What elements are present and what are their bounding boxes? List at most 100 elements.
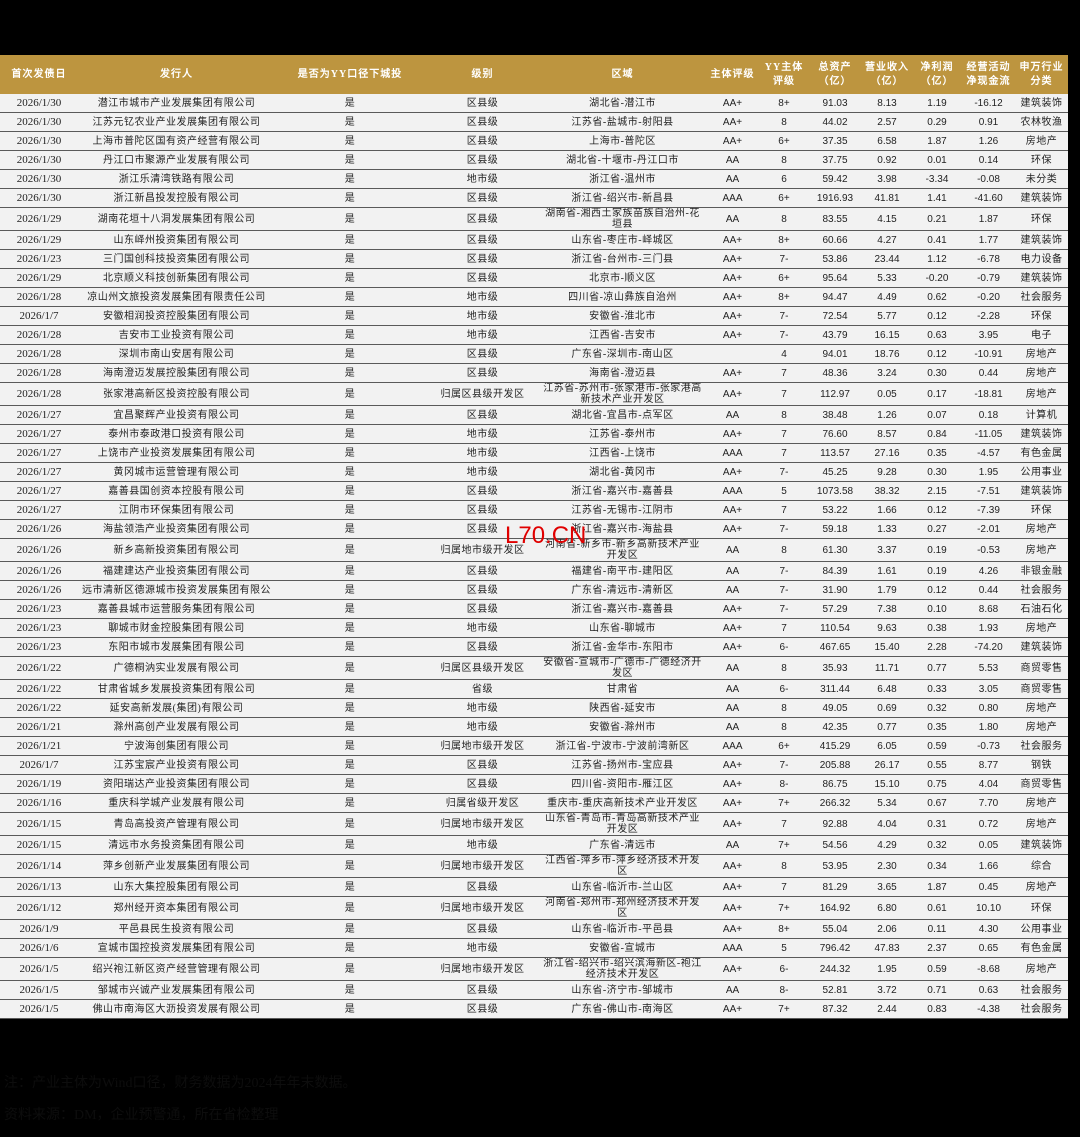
cell-net-profit: 0.35 <box>912 717 962 737</box>
cell-is-yy-chengtou: 是 <box>275 999 425 1019</box>
cell-revenue: 9.63 <box>862 618 912 638</box>
cell-is-yy-chengtou: 是 <box>275 169 425 189</box>
cell-operating-cash-flow: 0.65 <box>962 938 1015 958</box>
cell-issuer: 北京顺义科技创新集团有限公司 <box>78 268 275 288</box>
cell-yy-rating: 8 <box>760 150 808 170</box>
cell-first-issue-date: 2026/1/29 <box>0 230 78 250</box>
cell-first-issue-date: 2026/1/15 <box>0 812 78 836</box>
cell-is-yy-chengtou: 是 <box>275 896 425 920</box>
cell-revenue: 2.57 <box>862 112 912 132</box>
column-header-net-profit: 净利润（亿） <box>912 55 962 94</box>
cell-sw-industry: 建筑装饰 <box>1015 268 1068 288</box>
cell-yy-rating: 7+ <box>760 793 808 813</box>
cell-level: 归属地市级开发区 <box>425 736 540 756</box>
cell-yy-rating: 6+ <box>760 736 808 756</box>
cell-sw-industry: 房地产 <box>1015 131 1068 151</box>
cell-sw-industry: 钢铁 <box>1015 755 1068 775</box>
cell-total-assets: 59.18 <box>808 519 862 539</box>
cell-issuer: 海盐领浩产业投资集团有限公司 <box>78 519 275 539</box>
cell-total-assets: 60.66 <box>808 230 862 250</box>
cell-revenue: 4.27 <box>862 230 912 250</box>
cell-issuer: 宜昌聚辉产业投资有限公司 <box>78 405 275 425</box>
cell-total-assets: 92.88 <box>808 812 862 836</box>
cell-sw-industry: 环保 <box>1015 150 1068 170</box>
footnote-source: 资料来源：DM，企业预警通，所在省检整理 <box>4 1108 279 1123</box>
cell-level: 区县级 <box>425 131 540 151</box>
cell-net-profit: 0.75 <box>912 774 962 794</box>
cell-sw-industry: 建筑装饰 <box>1015 835 1068 855</box>
cell-issuer-rating: AA <box>705 405 760 425</box>
cell-operating-cash-flow: -7.51 <box>962 481 1015 501</box>
cell-net-profit: 0.32 <box>912 698 962 718</box>
cell-issuer-rating: AA+ <box>705 249 760 269</box>
cell-issuer-rating: AA <box>705 207 760 231</box>
cell-first-issue-date: 2026/1/5 <box>0 999 78 1019</box>
table-row: 2026/1/29 山东峄州投资集团有限公司是区县级 山东省-枣庄市-峄城区 AA+ 8… <box>0 230 1068 250</box>
cell-region: 山东省-枣庄市-峄城区 <box>540 230 705 250</box>
cell-is-yy-chengtou: 是 <box>275 854 425 878</box>
table-row: 2026/1/5 佛山市南海区大沥投资发展有限公司是区县级 广东省-佛山市-南海区 A… <box>0 999 1068 1019</box>
cell-yy-rating: 7- <box>760 755 808 775</box>
cell-sw-industry: 房地产 <box>1015 344 1068 364</box>
cell-issuer: 张家港高新区投资控股有限公司 <box>78 382 275 406</box>
cell-is-yy-chengtou: 是 <box>275 94 425 113</box>
cell-first-issue-date: 2026/1/21 <box>0 717 78 737</box>
cell-first-issue-date: 2026/1/12 <box>0 896 78 920</box>
cell-level: 区县级 <box>425 150 540 170</box>
cell-yy-rating: 8 <box>760 698 808 718</box>
cell-operating-cash-flow: 0.80 <box>962 698 1015 718</box>
cell-sw-industry: 石油石化 <box>1015 599 1068 619</box>
cell-operating-cash-flow: 1.80 <box>962 717 1015 737</box>
cell-is-yy-chengtou: 是 <box>275 919 425 939</box>
cell-net-profit: 1.87 <box>912 877 962 897</box>
cell-sw-industry: 计算机 <box>1015 405 1068 425</box>
table-row: 2026/1/30 丹江口市聚源产业发展有限公司是区县级 湖北省-十堰市-丹江口市 A… <box>0 150 1068 170</box>
cell-level: 区县级 <box>425 405 540 425</box>
cell-total-assets: 42.35 <box>808 717 862 737</box>
cell-total-assets: 164.92 <box>808 896 862 920</box>
cell-is-yy-chengtou: 是 <box>275 424 425 444</box>
cell-yy-rating: 8 <box>760 854 808 878</box>
table-row: 2026/1/23 东阳市城市发展集团有限公司是区县级 浙江省-金华市-东阳市 AA+… <box>0 637 1068 657</box>
cell-is-yy-chengtou: 是 <box>275 877 425 897</box>
cell-revenue: 8.13 <box>862 94 912 113</box>
cell-total-assets: 112.97 <box>808 382 862 406</box>
cell-level: 区县级 <box>425 249 540 269</box>
cell-total-assets: 91.03 <box>808 94 862 113</box>
cell-first-issue-date: 2026/1/27 <box>0 462 78 482</box>
cell-yy-rating: 7+ <box>760 835 808 855</box>
cell-sw-industry: 有色金属 <box>1015 443 1068 463</box>
cell-net-profit: 0.29 <box>912 112 962 132</box>
cell-sw-industry: 非银金融 <box>1015 561 1068 581</box>
cell-total-assets: 415.29 <box>808 736 862 756</box>
cell-operating-cash-flow: -0.79 <box>962 268 1015 288</box>
cell-issuer: 三门国创科技投资集团有限公司 <box>78 249 275 269</box>
cell-issuer: 泰州市泰政港口投资有限公司 <box>78 424 275 444</box>
cell-level: 区县级 <box>425 207 540 231</box>
cell-level: 地市级 <box>425 618 540 638</box>
cell-revenue: 1.95 <box>862 957 912 981</box>
cell-is-yy-chengtou: 是 <box>275 774 425 794</box>
cell-region: 江苏省-扬州市-宝应县 <box>540 755 705 775</box>
cell-is-yy-chengtou: 是 <box>275 500 425 520</box>
cell-sw-industry: 商贸零售 <box>1015 679 1068 699</box>
cell-net-profit: 0.67 <box>912 793 962 813</box>
cell-yy-rating: 7- <box>760 561 808 581</box>
cell-operating-cash-flow: 1.93 <box>962 618 1015 638</box>
cell-is-yy-chengtou: 是 <box>275 698 425 718</box>
cell-total-assets: 31.90 <box>808 580 862 600</box>
cell-is-yy-chengtou: 是 <box>275 755 425 775</box>
table-row: 2026/1/27 泰州市泰政港口投资有限公司是地市级 江苏省-泰州市 AA+ 7 76.… <box>0 424 1068 444</box>
cell-net-profit: 0.59 <box>912 736 962 756</box>
cell-yy-rating: 8 <box>760 717 808 737</box>
cell-yy-rating: 6 <box>760 169 808 189</box>
cell-net-profit: 0.63 <box>912 325 962 345</box>
cell-issuer: 江苏宝宸产业投资有限公司 <box>78 755 275 775</box>
cell-issuer-rating: AAA <box>705 481 760 501</box>
cell-sw-industry: 房地产 <box>1015 812 1068 836</box>
cell-sw-industry: 公用事业 <box>1015 919 1068 939</box>
cell-first-issue-date: 2026/1/23 <box>0 599 78 619</box>
cell-issuer: 青岛高投资产管理有限公司 <box>78 812 275 836</box>
cell-total-assets: 53.95 <box>808 854 862 878</box>
cell-issuer-rating: AA+ <box>705 325 760 345</box>
